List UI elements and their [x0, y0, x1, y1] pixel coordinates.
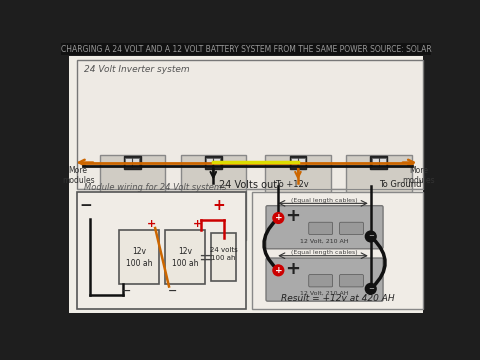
Text: More
modules: More modules [62, 166, 95, 185]
Bar [205, 156, 222, 169]
Text: Module wiring for 24 Volt systems: Module wiring for 24 Volt systems [84, 183, 227, 192]
Bar [346, 155, 411, 239]
Text: +: + [285, 260, 300, 278]
Bar [77, 60, 423, 189]
Bar [119, 230, 159, 284]
FancyBboxPatch shape [309, 275, 333, 287]
Bar [77, 192, 246, 309]
Text: −: − [168, 286, 178, 296]
Bar [124, 156, 141, 169]
Text: −: − [368, 234, 373, 239]
Circle shape [365, 283, 376, 294]
Text: 12v
100 ah: 12v 100 ah [126, 247, 152, 268]
Text: (Equal length cables): (Equal length cables) [291, 250, 358, 255]
Bar [211, 233, 236, 281]
Text: More
modules: More modules [402, 166, 435, 185]
Text: −: − [368, 286, 373, 292]
Text: +: + [147, 219, 156, 229]
Bar [61, 43, 431, 55]
Bar [165, 230, 205, 284]
Bar [252, 192, 423, 309]
Text: CHARGING A 24 VOLT AND A 12 VOLT BATTERY SYSTEM FROM THE SAME POWER SOURCE: SOLA: CHARGING A 24 VOLT AND A 12 VOLT BATTERY… [60, 45, 432, 54]
Text: 12 Volt, 210 AH: 12 Volt, 210 AH [300, 238, 349, 243]
Circle shape [273, 213, 284, 223]
Text: 12 Volt, 210 AH: 12 Volt, 210 AH [300, 291, 349, 296]
Bar [372, 158, 386, 167]
Bar [77, 192, 246, 197]
Bar [125, 158, 139, 167]
Text: 24 Volt Inverter system: 24 Volt Inverter system [84, 65, 190, 74]
Text: Result = +12v at 420 AH: Result = +12v at 420 AH [281, 294, 395, 303]
Text: 24 Volts out: 24 Volts out [219, 180, 277, 190]
Text: +: + [193, 219, 202, 229]
Text: 24 volts
100 ah: 24 volts 100 ah [210, 247, 238, 261]
Text: To Ground: To Ground [379, 180, 421, 189]
Bar [265, 155, 331, 239]
Text: 12v
100 ah: 12v 100 ah [172, 247, 198, 268]
Bar [100, 155, 165, 239]
Text: −: − [80, 198, 92, 213]
Circle shape [273, 265, 284, 276]
Text: =: = [198, 248, 214, 266]
Text: +: + [275, 213, 282, 222]
Text: (Equal length cables): (Equal length cables) [291, 198, 358, 203]
FancyBboxPatch shape [309, 222, 333, 235]
Bar [180, 155, 246, 239]
FancyBboxPatch shape [266, 258, 383, 301]
Bar [206, 158, 220, 167]
Text: −: − [122, 286, 132, 296]
Bar [291, 158, 305, 167]
Text: +: + [275, 266, 282, 275]
Bar [289, 156, 306, 169]
Text: +: + [285, 207, 300, 225]
Bar [371, 156, 387, 169]
Text: +: + [213, 198, 226, 213]
Circle shape [365, 231, 376, 242]
FancyBboxPatch shape [339, 275, 363, 287]
FancyBboxPatch shape [266, 206, 383, 249]
Text: To +12v: To +12v [276, 180, 309, 189]
FancyBboxPatch shape [339, 222, 363, 235]
